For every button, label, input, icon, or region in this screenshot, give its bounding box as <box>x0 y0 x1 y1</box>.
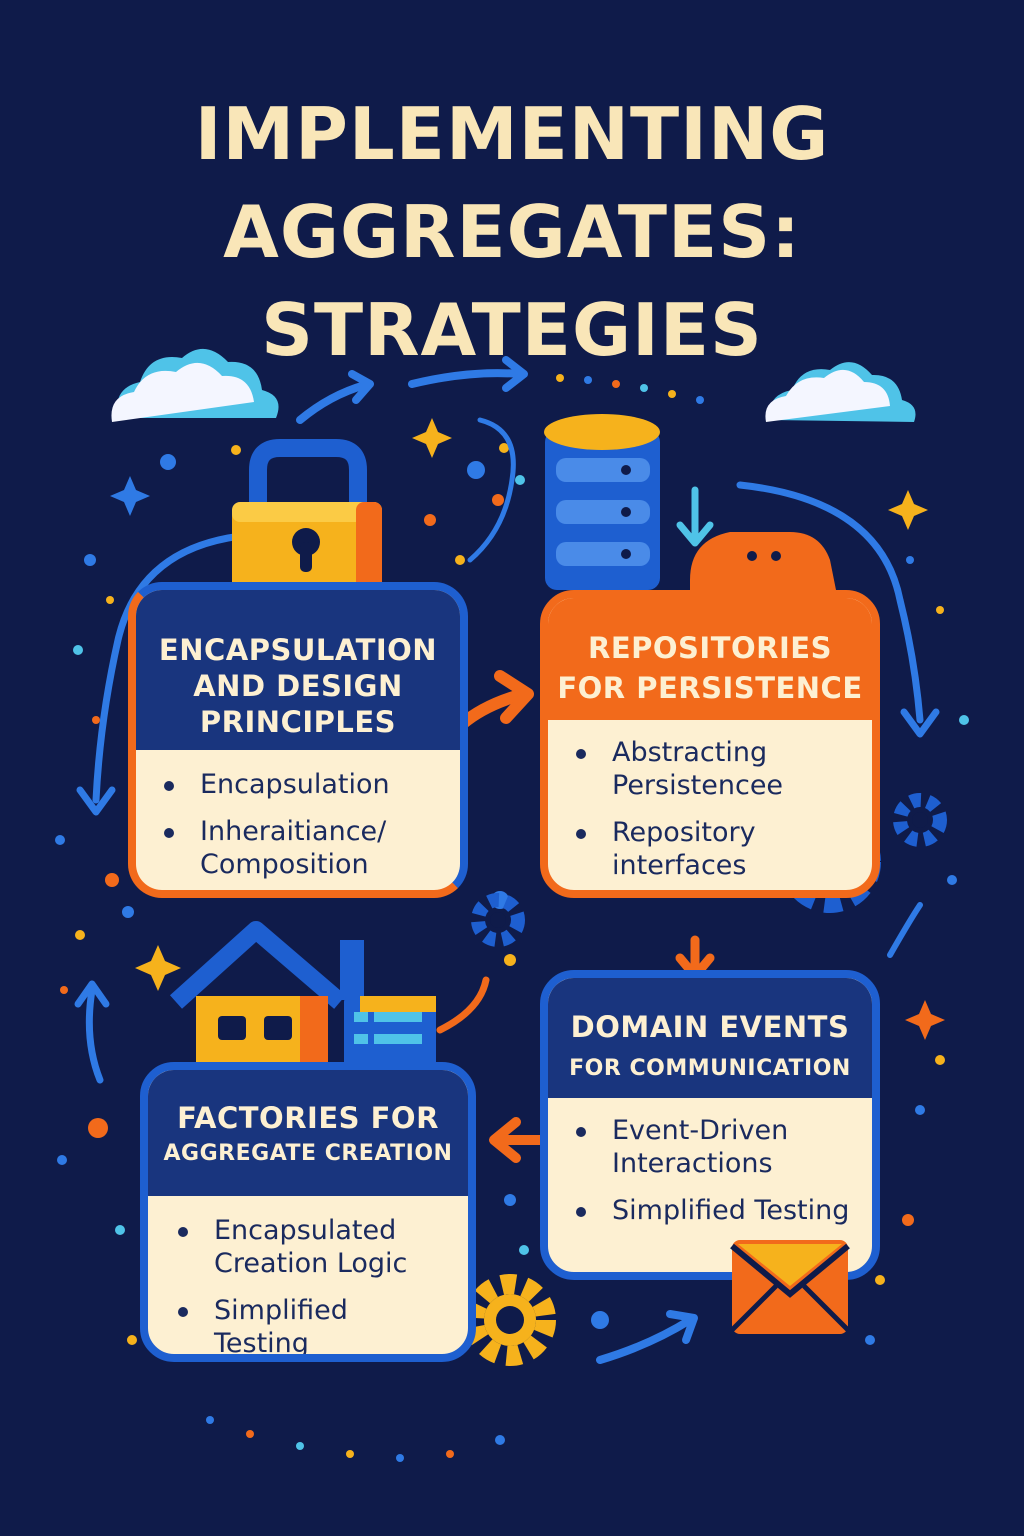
heading-line: AND DESIGN <box>193 669 403 703</box>
title-line: STRATEGIES <box>261 288 763 372</box>
encapsulation-card: ENCAPSULATION AND DESIGN PRINCIPLES Enca… <box>128 582 468 898</box>
heading-line: PRINCIPLES <box>199 705 397 739</box>
title-line: IMPLEMENTING <box>194 92 830 176</box>
envelope-icon <box>730 1240 850 1334</box>
list-item: Abstracting Persistencee <box>570 736 852 802</box>
list-item: Encapsulation <box>158 768 440 801</box>
list-item: Event-Driven Interactions <box>570 1114 852 1180</box>
sparkle-icon <box>110 476 150 516</box>
database-icon <box>544 414 660 590</box>
heading-line: AGGREGATE CREATION <box>163 1141 453 1166</box>
heading-line: FOR COMMUNICATION <box>569 1056 851 1081</box>
padlock-icon <box>232 439 382 598</box>
list-item: Encapsulated Creation Logic <box>172 1214 448 1280</box>
gear-icon <box>471 893 525 947</box>
heading-line: ENCAPSULATION <box>158 633 438 667</box>
heading-line: DOMAIN EVENTS <box>570 1010 850 1044</box>
chat-bubble-icon <box>690 532 836 590</box>
repositories-card: REPOSITORIES FOR PERSISTENCE Abstracting… <box>540 590 880 898</box>
title-line: AGGREGATES: <box>223 190 801 274</box>
card-heading: DOMAIN EVENTS FOR COMMUNICATION <box>548 978 872 1098</box>
bullet-list: Encapsulation Inheraitiance/ Composition <box>136 750 460 881</box>
list-item: Repository interfaces <box>570 816 852 882</box>
sparkle-icon <box>905 1000 945 1040</box>
house-icon <box>169 921 436 1068</box>
bullet-list: Encapsulated Creation Logic Simplified T… <box>148 1196 468 1354</box>
cloud-icon <box>765 362 916 422</box>
domain-events-card: DOMAIN EVENTS FOR COMMUNICATION Event-Dr… <box>540 970 880 1280</box>
bullet-list: Abstracting Persistencee Repository inte… <box>548 720 872 882</box>
arrow-icon <box>74 356 940 1364</box>
card-heading: FACTORIES FOR AGGREGATE CREATION <box>148 1070 468 1196</box>
bullet-list: Event-Driven Interactions Simplified Tes… <box>548 1098 872 1227</box>
card-heading: REPOSITORIES FOR PERSISTENCE <box>548 598 872 720</box>
heading-line: REPOSITORIES <box>588 631 832 665</box>
page-title: IMPLEMENTING AGGREGATES: STRATEGIES <box>0 85 1024 379</box>
gear-icon <box>464 1274 556 1366</box>
list-item: Simplified Testing <box>172 1294 448 1354</box>
heading-line: FOR PERSISTENCE <box>557 671 863 705</box>
heading-line: FACTORIES FOR <box>177 1101 439 1135</box>
sparkle-icon <box>135 418 928 991</box>
cloud-icon <box>111 348 279 422</box>
factories-card: FACTORIES FOR AGGREGATE CREATION Encapsu… <box>140 1062 476 1362</box>
list-item: Simplified Testing <box>570 1194 852 1227</box>
decorative-dots <box>55 374 969 1462</box>
card-heading: ENCAPSULATION AND DESIGN PRINCIPLES <box>136 590 460 750</box>
list-item: Inheraitiance/ Composition <box>158 815 440 881</box>
